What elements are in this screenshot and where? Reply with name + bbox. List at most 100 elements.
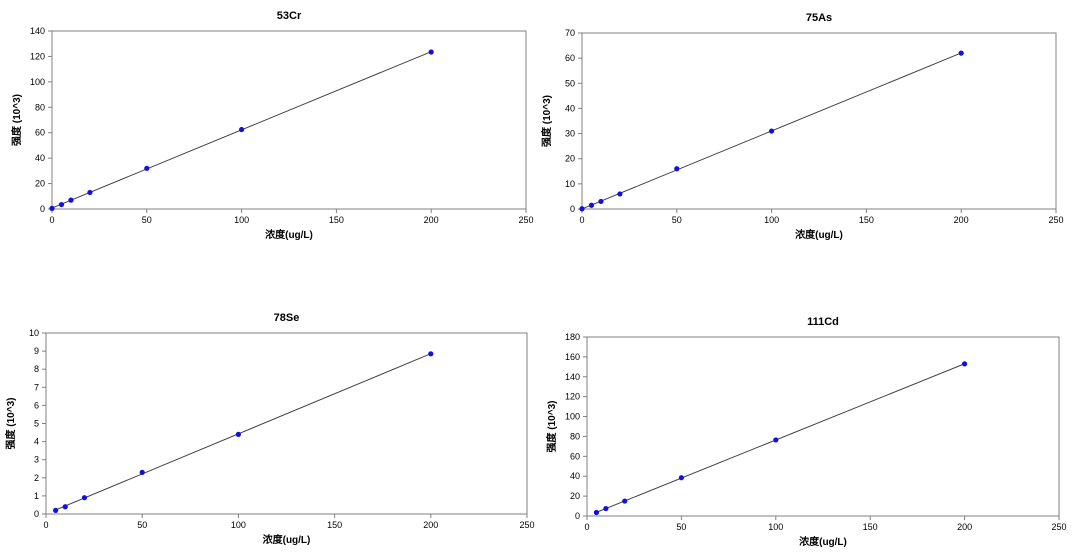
x-tick-label: 0 bbox=[43, 520, 48, 530]
x-tick-label: 200 bbox=[423, 520, 438, 530]
plot-frame bbox=[586, 336, 1060, 517]
x-axis-label: 浓度(ug/L) bbox=[799, 535, 847, 548]
x-tick-label: 250 bbox=[1048, 215, 1063, 225]
data-point bbox=[239, 126, 245, 133]
x-tick-label: 200 bbox=[424, 215, 439, 225]
y-axis-label: 强度 (10^3) bbox=[10, 94, 23, 146]
x-tick-label: 0 bbox=[584, 522, 589, 532]
x-tick-label: 100 bbox=[231, 520, 246, 530]
x-tick-label: 150 bbox=[859, 215, 874, 225]
data-point bbox=[62, 504, 68, 510]
x-tick-label: 250 bbox=[519, 520, 534, 530]
y-tick-label: 180 bbox=[565, 332, 580, 342]
data-point bbox=[593, 509, 600, 516]
chart-title: 53Cr bbox=[277, 10, 302, 22]
x-tick-label: 250 bbox=[1051, 522, 1066, 532]
y-tick-label: 1 bbox=[34, 491, 39, 501]
y-tick-label: 4 bbox=[34, 437, 39, 447]
data-point bbox=[958, 50, 964, 56]
data-point bbox=[588, 202, 595, 208]
data-point bbox=[53, 507, 59, 513]
y-axis-label: 强度 (10^3) bbox=[540, 95, 553, 147]
y-tick-label: 3 bbox=[34, 455, 39, 465]
data-point bbox=[678, 475, 685, 481]
y-tick-label: 20 bbox=[565, 154, 575, 164]
y-tick-label: 0 bbox=[575, 511, 580, 521]
data-point bbox=[139, 469, 145, 475]
y-axis-label: 强度 (10^3) bbox=[4, 398, 17, 450]
y-tick-label: 30 bbox=[565, 129, 575, 139]
y-tick-label: 50 bbox=[565, 78, 575, 88]
y-axis-label: 强度 (10^3) bbox=[545, 401, 558, 453]
y-tick-label: 2 bbox=[34, 473, 39, 483]
y-tick-label: 60 bbox=[565, 53, 575, 63]
data-point bbox=[81, 495, 88, 501]
x-tick-label: 100 bbox=[764, 215, 779, 225]
data-point bbox=[617, 191, 623, 197]
data-point bbox=[773, 437, 779, 443]
data-point bbox=[49, 205, 55, 211]
trend-line bbox=[596, 363, 965, 513]
y-tick-label: 7 bbox=[34, 382, 39, 392]
x-tick-label: 0 bbox=[49, 215, 54, 225]
chart-1: 75As 0 10 20 30 40 50 60 70 0 50 100 150 200 250 浓度(ug/… bbox=[540, 12, 1064, 241]
y-tick-label: 40 bbox=[565, 103, 575, 113]
data-point bbox=[962, 361, 968, 367]
y-tick-label: 5 bbox=[34, 419, 39, 429]
x-tick-label: 200 bbox=[954, 215, 969, 225]
y-tick-label: 60 bbox=[35, 128, 45, 138]
x-tick-label: 200 bbox=[957, 522, 972, 532]
y-tick-label: 120 bbox=[30, 51, 45, 61]
chart-0: 53Cr 0 20 40 60 80 100 120 140 0 50 100 150 200 250 浓度(… bbox=[10, 10, 534, 241]
y-tick-label: 40 bbox=[35, 153, 45, 163]
chart-title: 75As bbox=[806, 12, 832, 24]
x-tick-label: 150 bbox=[329, 215, 344, 225]
plot-frame bbox=[51, 30, 527, 210]
y-tick-label: 10 bbox=[565, 179, 575, 189]
x-tick-label: 100 bbox=[768, 522, 783, 532]
y-tick-label: 100 bbox=[565, 412, 580, 422]
y-tick-label: 80 bbox=[35, 102, 45, 112]
y-tick-label: 20 bbox=[35, 179, 45, 189]
y-tick-label: 6 bbox=[34, 400, 39, 410]
y-tick-label: 140 bbox=[30, 26, 45, 36]
y-tick-label: 60 bbox=[570, 451, 580, 461]
plot-frame bbox=[45, 332, 528, 515]
x-tick-label: 50 bbox=[137, 520, 147, 530]
y-tick-label: 40 bbox=[570, 471, 580, 481]
x-tick-label: 50 bbox=[142, 215, 152, 225]
x-tick-label: 250 bbox=[518, 215, 533, 225]
y-tick-label: 0 bbox=[570, 204, 575, 214]
data-point bbox=[68, 197, 74, 203]
chart-title: 78Se bbox=[274, 312, 300, 324]
data-point bbox=[603, 505, 609, 512]
x-tick-label: 50 bbox=[676, 522, 686, 532]
x-tick-label: 50 bbox=[672, 215, 682, 225]
y-tick-label: 120 bbox=[565, 392, 580, 402]
x-axis-label: 浓度(ug/L) bbox=[265, 228, 313, 241]
data-point bbox=[674, 166, 680, 172]
y-tick-label: 140 bbox=[565, 372, 580, 382]
y-tick-label: 80 bbox=[570, 431, 580, 441]
data-point bbox=[579, 206, 585, 212]
y-tick-label: 70 bbox=[565, 28, 575, 38]
data-point bbox=[622, 498, 628, 504]
y-tick-label: 100 bbox=[30, 77, 45, 87]
x-tick-label: 0 bbox=[579, 215, 584, 225]
data-point bbox=[769, 128, 775, 134]
data-point bbox=[235, 431, 241, 437]
x-axis-label: 浓度(ug/L) bbox=[795, 228, 843, 241]
plot-frame bbox=[581, 32, 1057, 210]
y-tick-label: 8 bbox=[34, 364, 39, 374]
y-tick-label: 160 bbox=[565, 352, 580, 362]
y-tick-label: 0 bbox=[34, 509, 39, 519]
x-axis-label: 浓度(ug/L) bbox=[263, 533, 311, 546]
y-tick-label: 20 bbox=[570, 491, 580, 501]
data-point bbox=[598, 198, 604, 205]
trend-line bbox=[55, 353, 431, 511]
data-point bbox=[144, 165, 150, 171]
x-tick-label: 150 bbox=[863, 522, 878, 532]
y-tick-label: 9 bbox=[34, 346, 39, 356]
